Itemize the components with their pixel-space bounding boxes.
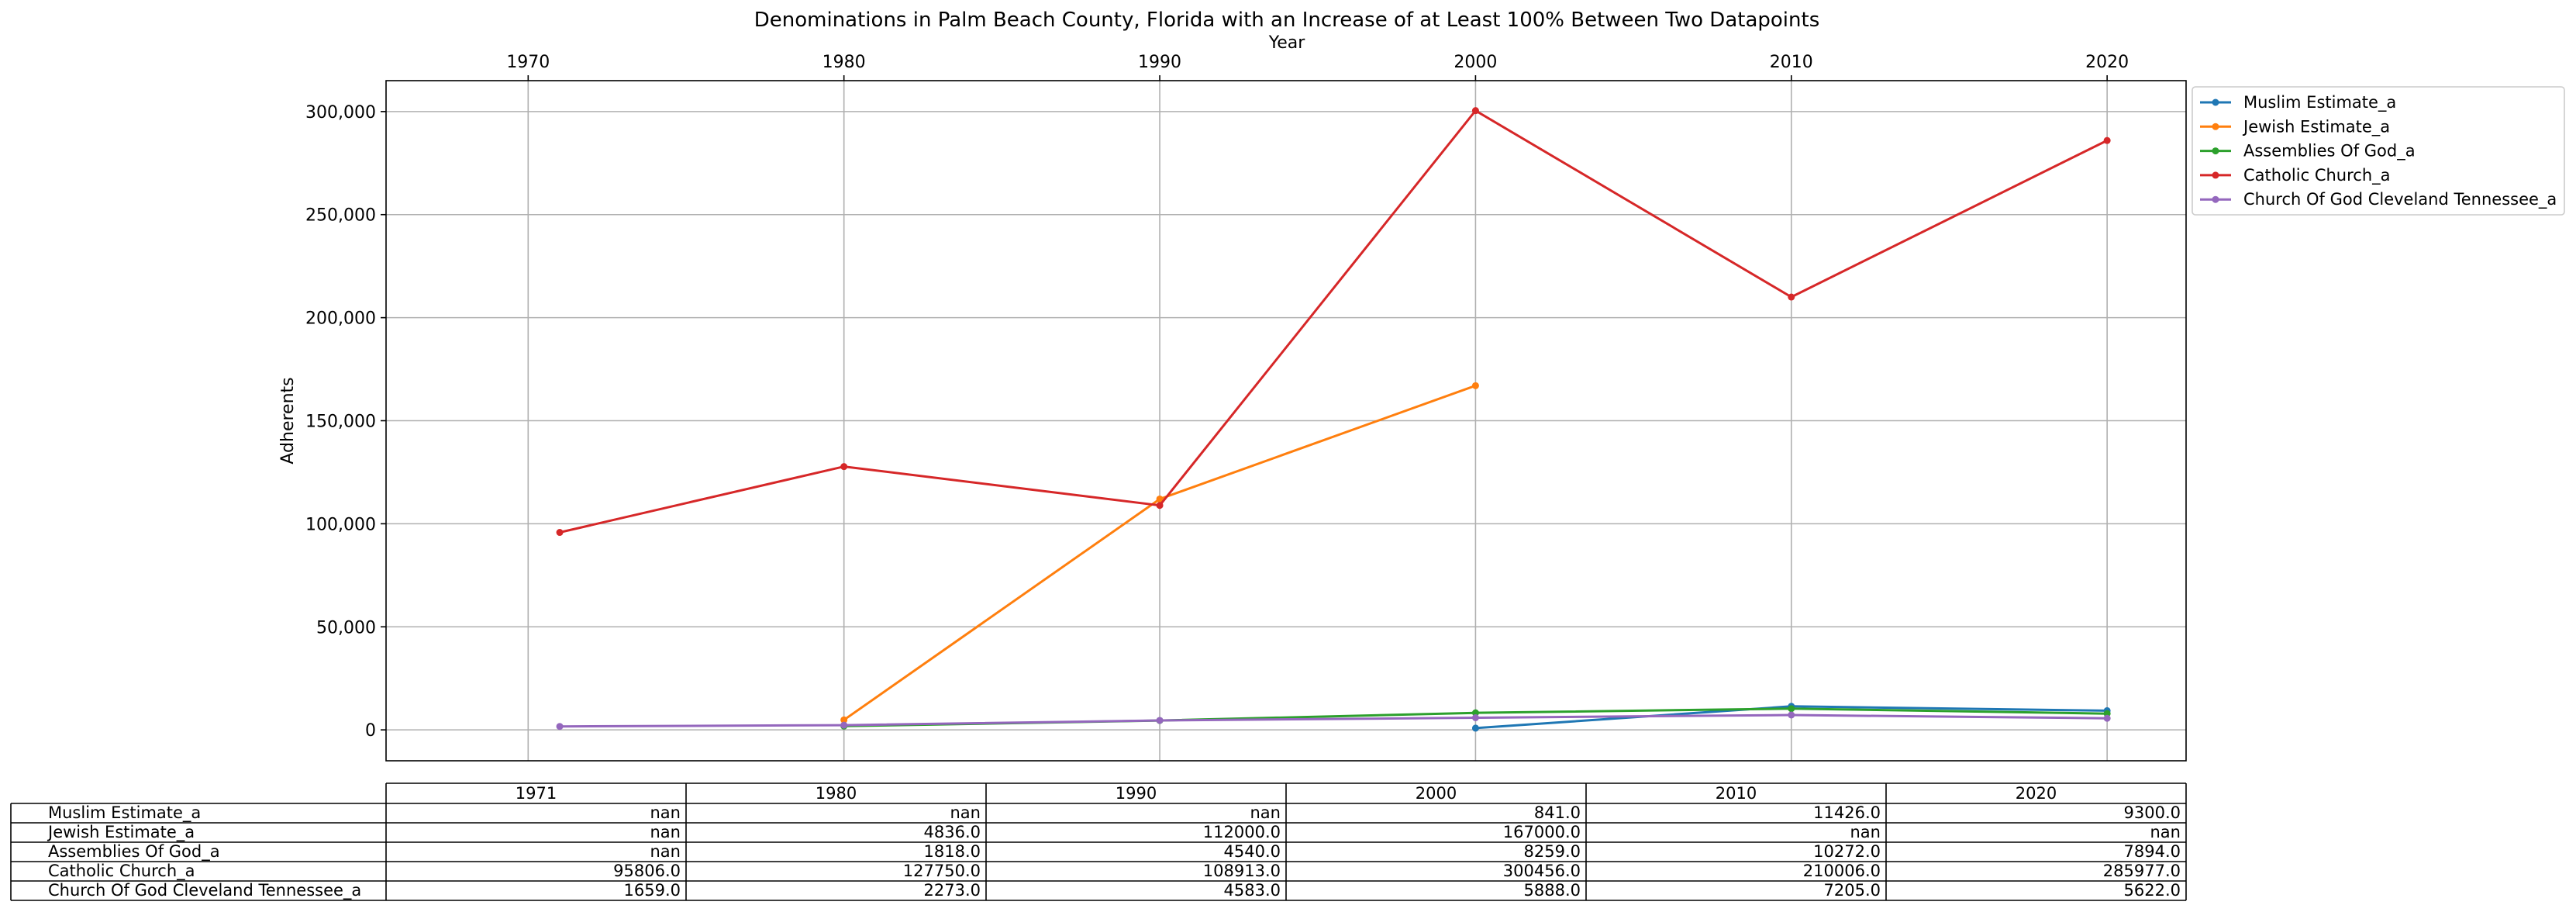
data-point-catholic-church-a [1156, 502, 1164, 510]
data-point-assemblies-of-god-a [1788, 705, 1795, 713]
y-axis-label: Adherents [278, 377, 298, 464]
table-cell: nan [650, 842, 681, 861]
table-cell: 300456.0 [1503, 862, 1581, 880]
table-cell: 285977.0 [2103, 862, 2181, 880]
y-tick-label: 100,000 [305, 515, 376, 534]
table-row-label: Church Of God Cleveland Tennessee_a [48, 881, 361, 900]
grid-layer [386, 81, 2186, 761]
data-point-catholic-church-a [840, 463, 848, 471]
data-point-church-of-god-cleveland-tennessee-a [556, 723, 564, 731]
table-cell: nan [650, 803, 681, 822]
y-tick-label: 150,000 [305, 413, 376, 432]
table-column-header: 2000 [1416, 784, 1457, 803]
x-tick-label: 2020 [2085, 53, 2129, 72]
x-tick-label: 1980 [822, 53, 866, 72]
legend-label: Catholic Church_a [2243, 166, 2391, 185]
series-layer [556, 107, 2111, 732]
table-row-label: Jewish Estimate_a [47, 823, 195, 842]
table-column-header: 1990 [1116, 784, 1157, 803]
legend: Muslim Estimate_a Jewish Estimate_a Assemb… [2191, 86, 2565, 216]
table-cell: nan [2150, 823, 2181, 841]
table-cell: 8259.0 [1524, 842, 1581, 861]
table-cell: 127750.0 [903, 862, 981, 880]
data-point-assemblies-of-god-a [1471, 709, 1479, 717]
data-point-muslim-estimate-a [1471, 724, 1479, 732]
y-tick-label: 0 [365, 721, 376, 741]
data-table: 1971 1980 1990 2000 2010 2020 Muslim Estimate_… [10, 782, 2187, 901]
table-column-header: 1980 [816, 784, 857, 803]
table-row-label: Catholic Church_a [48, 862, 195, 881]
series-catholic-church-a [556, 107, 2111, 537]
data-point-church-of-god-cleveland-tennessee-a [840, 721, 848, 729]
y-tick-label: 50,000 [316, 618, 376, 637]
table-cell: 7205.0 [1824, 881, 1881, 900]
x-axis-ticks: 1970 1980 1990 2000 2010 2020 [506, 53, 2129, 81]
table-cell: 841.0 [1534, 803, 1581, 822]
series-line-catholic-church-a [559, 109, 2108, 534]
legend-frame [2191, 86, 2565, 216]
table-cell: nan [950, 803, 981, 822]
x-axis-label: Year [1268, 33, 1306, 53]
legend-marker-assemblies-of-god-a [2212, 147, 2219, 155]
table-cell: 210006.0 [1803, 862, 1881, 880]
data-point-church-of-god-cleveland-tennessee-a [2103, 714, 2111, 722]
data-point-church-of-god-cleveland-tennessee-a [1788, 711, 1795, 719]
legend-marker-muslim-estimate-a [2212, 98, 2219, 106]
table-cell: 5622.0 [2124, 881, 2181, 900]
table-column-header: 2020 [2016, 784, 2057, 803]
legend-marker-church-of-god-cleveland-tennessee-a [2212, 195, 2219, 203]
table-cell: 167000.0 [1503, 823, 1581, 841]
table-cell: 5888.0 [1524, 881, 1581, 900]
table-cell: 7894.0 [2124, 842, 2181, 861]
chart-title: Denominations in Palm Beach County, Flor… [754, 9, 1819, 32]
data-point-jewish-estimate-a [1156, 495, 1164, 503]
series-line-church-of-god-cleveland-tennessee-a [560, 713, 2108, 728]
data-point-church-of-god-cleveland-tennessee-a [1471, 713, 1479, 721]
table-cell: 112000.0 [1203, 823, 1281, 841]
x-tick-label: 1990 [1138, 53, 1181, 72]
legend-label: Church Of God Cleveland Tennessee_a [2243, 190, 2557, 209]
data-point-jewish-estimate-a [1471, 382, 1479, 389]
y-axis-ticks: 0 50,000 100,000 150,000 200,000 250,000 300,0… [305, 103, 386, 741]
x-tick-label: 2000 [1454, 53, 1497, 72]
table-cell: 95806.0 [613, 862, 681, 880]
table-cell: nan [1250, 803, 1281, 822]
table-column-header: 1971 [516, 784, 557, 803]
data-point-catholic-church-a [2103, 136, 2111, 144]
data-point-jewish-estimate-a [840, 716, 848, 724]
table-cell: 4836.0 [924, 823, 981, 841]
legend-label: Jewish Estimate_a [2242, 117, 2390, 136]
data-point-catholic-church-a [556, 529, 564, 537]
table-cell: 4540.0 [1224, 842, 1281, 861]
table-cell: 108913.0 [1203, 862, 1281, 880]
table-row-label: Muslim Estimate_a [48, 803, 201, 823]
legend-label: Muslim Estimate_a [2243, 93, 2396, 112]
table-row-label: Assemblies Of God_a [48, 842, 220, 862]
table-cell: 2273.0 [924, 881, 981, 900]
table-cell: 10272.0 [1813, 842, 1881, 861]
table-cell: 1659.0 [624, 881, 681, 900]
data-point-catholic-church-a [1471, 107, 1479, 115]
table-column-header: 2010 [1716, 784, 1757, 803]
table-cell: nan [650, 823, 681, 841]
table-cell: 1818.0 [924, 842, 981, 861]
data-point-church-of-god-cleveland-tennessee-a [1156, 717, 1164, 724]
x-tick-label: 2010 [1770, 53, 1813, 72]
table-cell: nan [1850, 823, 1881, 841]
y-tick-label: 300,000 [305, 103, 376, 123]
y-tick-label: 200,000 [305, 309, 376, 329]
series-jewish-estimate-a [840, 382, 1479, 724]
table-cell: 11426.0 [1813, 803, 1881, 822]
legend-marker-jewish-estimate-a [2212, 123, 2219, 130]
y-tick-label: 250,000 [305, 206, 376, 226]
legend-label: Assemblies Of God_a [2243, 142, 2416, 161]
legend-marker-catholic-church-a [2212, 171, 2219, 179]
table-cell: 4583.0 [1224, 881, 1281, 900]
series-church-of-god-cleveland-tennessee-a [556, 711, 2111, 731]
x-tick-label: 1970 [506, 53, 550, 72]
table-cell: 9300.0 [2124, 803, 2181, 822]
data-point-catholic-church-a [1788, 293, 1795, 301]
